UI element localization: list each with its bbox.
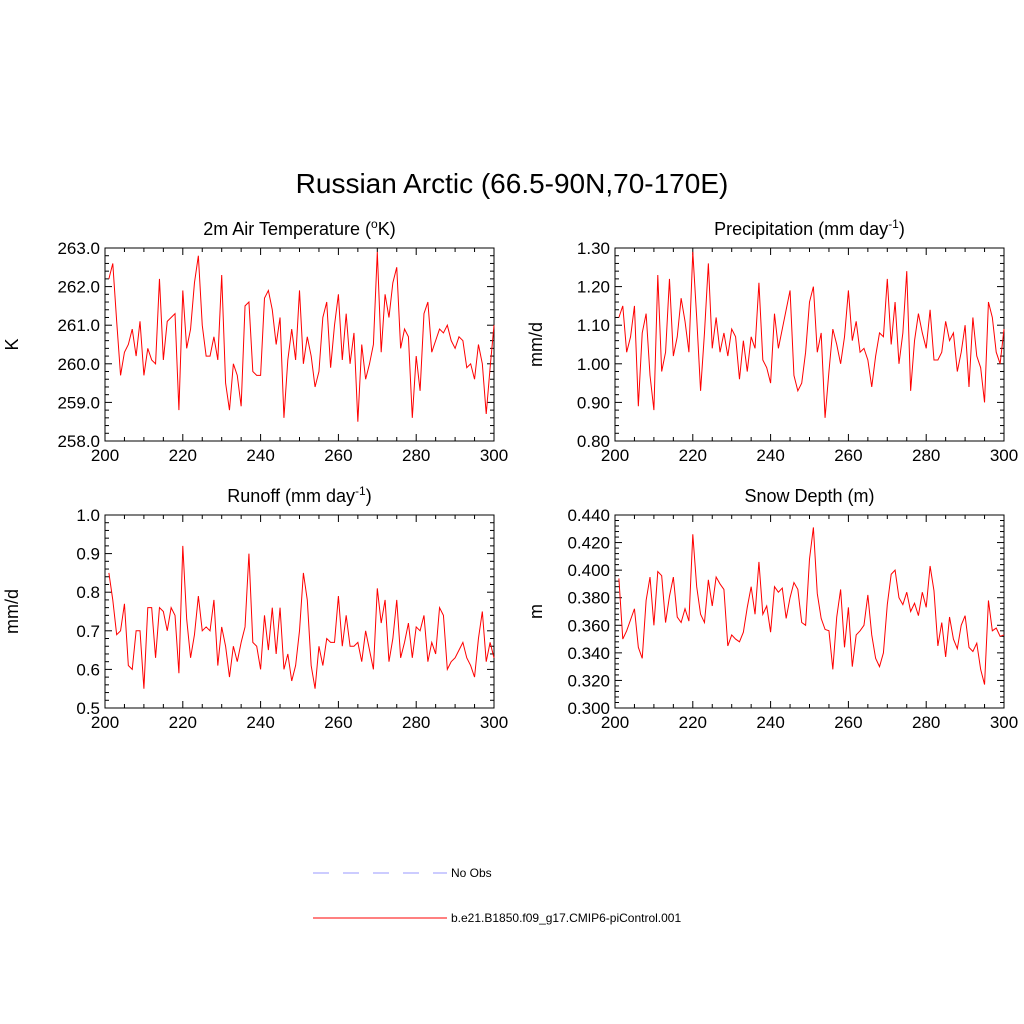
y-tick-label: 1.0 <box>76 506 100 525</box>
panel-title-tail: ) <box>366 486 372 506</box>
panel-1: 2m Air Temperature (oK) 200 220 240 260 280 30… <box>2 217 508 465</box>
panel-title-tail: K) <box>378 219 396 239</box>
panel-title-text: Snow Depth (m) <box>744 486 874 506</box>
x-tick-label: 200 <box>601 446 629 465</box>
y-tick-label: 0.7 <box>76 622 100 641</box>
panel-title-superscript: -1 <box>355 484 366 498</box>
y-axis-label: mm/d <box>526 322 546 367</box>
panel-title-tail: ) <box>899 219 905 239</box>
panel-3: Runoff (mm day-1) 200 220 240 260 280 300 0.5 0.… <box>2 484 508 732</box>
series-line <box>108 251 495 422</box>
x-tick-label: 260 <box>324 713 352 732</box>
x-tick-label: 300 <box>990 713 1018 732</box>
y-tick-label: 0.420 <box>567 534 610 553</box>
x-tick-label: 280 <box>912 446 940 465</box>
y-tick-label: 0.300 <box>567 699 610 718</box>
y-tick-label: 261.0 <box>57 316 100 335</box>
x-tick-label: 300 <box>480 446 508 465</box>
y-tick-label: 0.80 <box>577 432 610 451</box>
series-line <box>618 527 1005 685</box>
y-tick-label: 259.0 <box>57 393 100 412</box>
y-axis-label: m <box>526 604 546 619</box>
y-tick-label: 0.9 <box>76 545 100 564</box>
y-tick-label: 260.0 <box>57 355 100 374</box>
y-tick-label: 0.6 <box>76 660 100 679</box>
x-tick-label: 220 <box>169 713 197 732</box>
x-tick-label: 260 <box>834 713 862 732</box>
y-tick-label: 1.20 <box>577 278 610 297</box>
y-axis-label: K <box>2 338 22 350</box>
y-tick-label: 1.00 <box>577 355 610 374</box>
x-tick-label: 260 <box>324 446 352 465</box>
legend-label: b.e21.B1850.f09_g17.CMIP6-piControl.001 <box>451 911 681 925</box>
plot-frame <box>104 247 495 442</box>
legend: No Obs b.e21.B1850.f09_g17.CMIP6-piContro… <box>313 866 681 925</box>
y-axis-label: mm/d <box>2 589 22 634</box>
panel-4: Snow Depth (m) 200 220 240 260 280 300 0.300 0.3… <box>526 486 1018 732</box>
y-tick-label: 0.380 <box>567 589 610 608</box>
y-tick-label: 0.400 <box>567 561 610 580</box>
panel-title-text: Precipitation (mm day <box>714 219 888 239</box>
y-tick-label: 1.30 <box>577 239 610 258</box>
figure-title: Russian Arctic (66.5-90N,70-170E) <box>296 168 729 199</box>
y-tick-label: 0.5 <box>76 699 100 718</box>
panels: 2m Air Temperature (oK)200 220 240 260 280 30… <box>2 217 1018 732</box>
plot-frame <box>614 247 1005 442</box>
panel-2: Precipitation (mm day-1) 200 220 240 260 280 3… <box>526 217 1018 465</box>
x-tick-label: 300 <box>990 446 1018 465</box>
panel-title-text: Runoff (mm day <box>227 486 355 506</box>
x-tick-label: 220 <box>679 713 707 732</box>
legend-label: No Obs <box>451 866 492 880</box>
panel-title-superscript: -1 <box>888 217 899 231</box>
x-tick-label: 220 <box>169 446 197 465</box>
panel-title-text: 2m Air Temperature ( <box>203 219 371 239</box>
x-tick-label: 200 <box>91 713 119 732</box>
panel-title: Snow Depth (m) <box>744 486 874 506</box>
x-tick-label: 240 <box>246 446 274 465</box>
series-line <box>618 251 1005 418</box>
x-tick-label: 280 <box>912 713 940 732</box>
panel-title: Runoff (mm day-1) <box>227 484 371 506</box>
x-tick-label: 280 <box>402 446 430 465</box>
x-tick-label: 220 <box>679 446 707 465</box>
y-tick-label: 0.90 <box>577 393 610 412</box>
y-tick-label: 1.10 <box>577 316 610 335</box>
x-tick-label: 280 <box>402 713 430 732</box>
y-tick-label: 0.8 <box>76 583 100 602</box>
series-line <box>108 545 495 689</box>
plot-frame <box>614 514 1005 709</box>
x-tick-label: 260 <box>834 446 862 465</box>
x-tick-label: 200 <box>91 446 119 465</box>
y-tick-label: 0.320 <box>567 671 610 690</box>
x-tick-label: 240 <box>756 446 784 465</box>
x-tick-label: 240 <box>756 713 784 732</box>
panel-title-superscript: o <box>371 217 378 231</box>
x-tick-label: 200 <box>601 713 629 732</box>
x-tick-label: 300 <box>480 713 508 732</box>
y-tick-label: 0.340 <box>567 644 610 663</box>
y-tick-label: 262.0 <box>57 278 100 297</box>
y-tick-label: 0.360 <box>567 616 610 635</box>
panel-title: Precipitation (mm day-1) <box>714 217 905 239</box>
y-tick-label: 263.0 <box>57 239 100 258</box>
y-tick-label: 258.0 <box>57 432 100 451</box>
x-tick-label: 240 <box>246 713 274 732</box>
y-tick-label: 0.440 <box>567 506 610 525</box>
panel-title: 2m Air Temperature (oK) <box>203 217 395 239</box>
